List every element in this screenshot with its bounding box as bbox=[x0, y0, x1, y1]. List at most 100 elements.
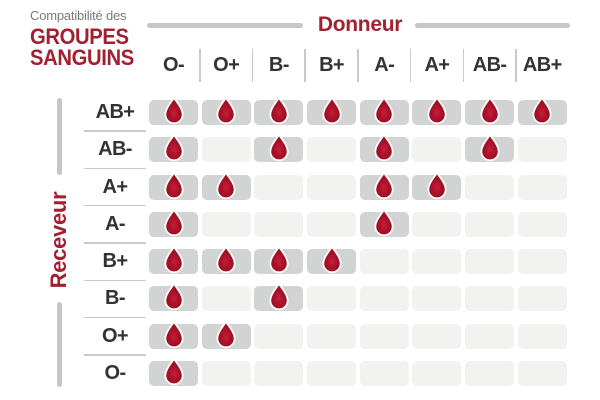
cell-B--from-O- bbox=[149, 283, 198, 312]
donor-label-A-: A- bbox=[360, 48, 412, 83]
cell-B+-from-A- bbox=[359, 249, 409, 275]
cell-O+-from-AB+ bbox=[517, 323, 567, 349]
blood-drop-icon bbox=[427, 171, 447, 199]
cell-AB--from-O+ bbox=[201, 137, 251, 163]
cell-AB--from-B+ bbox=[307, 137, 357, 163]
receiver-label-A+: A+ bbox=[83, 175, 147, 207]
cell-O+-from-B- bbox=[254, 323, 304, 349]
blood-drop-icon bbox=[269, 96, 289, 125]
receiver-row-labels: AB+ AB- A+ A- B+ B- O+ O- bbox=[83, 100, 147, 386]
cell-B--from-B- bbox=[254, 283, 304, 312]
blood-drop-icon bbox=[322, 246, 342, 274]
cell-A--from-B- bbox=[254, 211, 304, 237]
cell-B+-from-AB- bbox=[465, 249, 515, 275]
donor-label-O-: O- bbox=[149, 48, 201, 83]
cell-AB+-from-O+ bbox=[201, 96, 251, 125]
blood-drop-icon bbox=[480, 96, 500, 125]
cell-A+-from-AB+ bbox=[517, 174, 567, 200]
blood-drop-icon bbox=[164, 96, 183, 125]
cell-AB--from-A+ bbox=[412, 137, 462, 163]
chart-title-block: Compatibilité des GROUPES SANGUINS bbox=[30, 8, 143, 69]
blood-drop-icon bbox=[374, 208, 394, 237]
cell-O--from-O- bbox=[149, 357, 198, 387]
cell-A--from-AB+ bbox=[517, 211, 567, 237]
cell-O+-from-B+ bbox=[307, 323, 357, 349]
cell-B--from-AB- bbox=[465, 286, 515, 312]
receiver-label-B-: B- bbox=[83, 286, 147, 319]
donor-label-B-: B- bbox=[254, 48, 306, 83]
cell-A+-from-AB- bbox=[465, 174, 515, 200]
donor-label-AB+: AB+ bbox=[522, 54, 562, 76]
cell-AB--from-AB- bbox=[465, 134, 515, 163]
cell-O--from-B+ bbox=[307, 361, 357, 387]
blood-drop-icon bbox=[164, 171, 183, 199]
cell-B+-from-O+ bbox=[201, 246, 251, 275]
cell-A--from-A+ bbox=[412, 211, 462, 237]
cell-AB+-from-B+ bbox=[307, 96, 357, 125]
donor-label-B+: B+ bbox=[307, 48, 359, 83]
cell-AB+-from-AB+ bbox=[517, 96, 567, 125]
blood-drop-icon bbox=[374, 96, 394, 125]
cell-A--from-O- bbox=[149, 208, 198, 237]
title-subtext: Compatibilité des bbox=[30, 8, 127, 23]
cell-A--from-AB- bbox=[465, 211, 515, 237]
donor-label-O+: O+ bbox=[202, 48, 254, 83]
cell-B+-from-AB+ bbox=[517, 249, 567, 275]
blood-drop-icon bbox=[269, 134, 289, 162]
blood-drop-icon bbox=[480, 134, 500, 162]
receiver-label-A-: A- bbox=[83, 212, 147, 244]
receiver-label-AB-: AB- bbox=[83, 137, 147, 170]
cell-AB+-from-B- bbox=[254, 96, 304, 125]
cell-AB--from-AB+ bbox=[517, 137, 567, 163]
receiver-label-O+: O+ bbox=[83, 324, 147, 356]
receiver-label-O-: O- bbox=[104, 362, 126, 385]
receiver-label-AB+: AB+ bbox=[83, 100, 147, 132]
cell-B--from-A- bbox=[359, 286, 409, 312]
cell-O--from-B- bbox=[254, 361, 304, 387]
blood-drop-icon bbox=[216, 320, 236, 348]
cell-AB+-from-A- bbox=[359, 96, 409, 125]
cell-AB+-from-AB- bbox=[465, 96, 515, 125]
cell-A+-from-A- bbox=[359, 171, 409, 200]
blood-drop-icon bbox=[374, 134, 394, 162]
cell-B+-from-O- bbox=[149, 246, 198, 275]
blood-drop-icon bbox=[164, 246, 183, 274]
cell-AB--from-O- bbox=[149, 134, 198, 163]
donor-axis-line-left bbox=[147, 23, 303, 28]
compatibility-matrix bbox=[149, 96, 567, 387]
blood-drop-icon bbox=[269, 246, 289, 274]
cell-O+-from-O+ bbox=[201, 320, 251, 349]
receiver-axis-line-top bbox=[56, 98, 62, 175]
cell-B--from-O+ bbox=[201, 286, 251, 312]
donor-label-AB-: AB- bbox=[465, 48, 517, 83]
cell-O--from-AB- bbox=[465, 361, 515, 387]
receiver-label-B+: B+ bbox=[83, 249, 147, 282]
cell-O--from-O+ bbox=[201, 361, 251, 387]
cell-A+-from-B+ bbox=[307, 174, 357, 200]
cell-O--from-A+ bbox=[412, 361, 462, 387]
blood-drop-icon bbox=[164, 357, 183, 386]
cell-A+-from-B- bbox=[254, 174, 304, 200]
blood-drop-icon bbox=[216, 171, 236, 199]
cell-B+-from-B- bbox=[254, 246, 304, 275]
cell-AB--from-A- bbox=[359, 134, 409, 163]
cell-A+-from-O+ bbox=[201, 171, 251, 200]
blood-drop-icon bbox=[164, 283, 183, 311]
blood-drop-icon bbox=[322, 96, 342, 125]
blood-drop-icon bbox=[216, 96, 236, 125]
cell-O+-from-O- bbox=[149, 320, 198, 349]
cell-AB--from-B- bbox=[254, 134, 304, 163]
cell-O+-from-A+ bbox=[412, 323, 462, 349]
title-line1: GROUPES bbox=[30, 24, 129, 49]
cell-O--from-A- bbox=[359, 361, 409, 387]
blood-drop-icon bbox=[164, 134, 183, 162]
cell-A--from-B+ bbox=[307, 211, 357, 237]
cell-A--from-A- bbox=[359, 208, 409, 237]
blood-drop-icon bbox=[374, 171, 394, 199]
cell-O+-from-AB- bbox=[465, 323, 515, 349]
cell-A+-from-A+ bbox=[412, 171, 462, 200]
blood-drop-icon bbox=[216, 246, 236, 274]
cell-AB+-from-O- bbox=[149, 96, 198, 125]
cell-AB+-from-A+ bbox=[412, 96, 462, 125]
